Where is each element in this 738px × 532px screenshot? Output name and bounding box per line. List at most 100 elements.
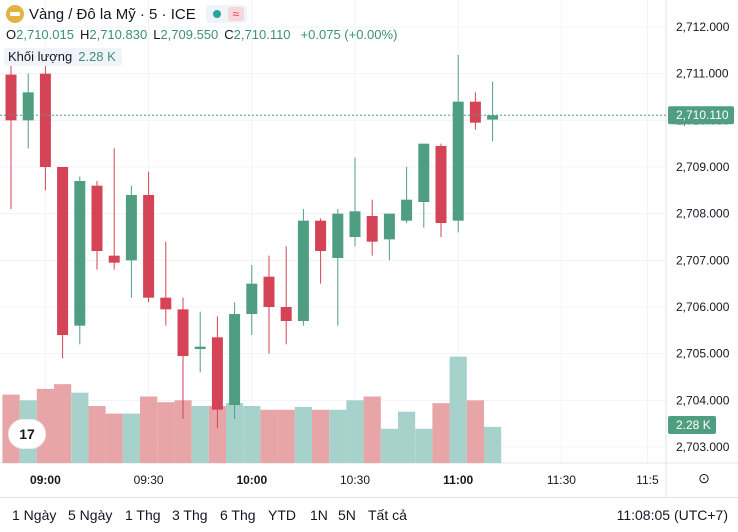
candle-body — [194, 346, 206, 349]
candle — [74, 176, 86, 345]
candle-body — [332, 213, 344, 258]
price-tick-label: 2,709.000 — [676, 160, 730, 174]
clock-readout[interactable]: 11:08:05 (UTC+7) — [616, 507, 728, 523]
candle-body — [435, 146, 447, 223]
volume-bar — [260, 409, 278, 463]
candle — [5, 59, 17, 209]
volume-bar — [277, 409, 295, 463]
candle — [125, 185, 137, 298]
status-indicators[interactable]: ≈ — [205, 5, 247, 23]
candle — [263, 255, 275, 354]
volume-bar — [466, 400, 484, 463]
candle — [57, 167, 69, 359]
volume-bar — [415, 428, 433, 463]
candle-body — [57, 167, 69, 335]
market-open-dot-icon — [212, 10, 221, 18]
volume-bar — [398, 411, 416, 463]
volume-bar — [346, 400, 364, 463]
candle — [366, 199, 378, 256]
candle-body — [297, 220, 309, 321]
last-price-badge — [668, 106, 734, 125]
volume-bar — [71, 392, 89, 463]
range-1y-button[interactable]: 1N — [310, 507, 328, 523]
range-1d-button[interactable]: 1 Ngày — [12, 507, 57, 523]
tradingview-logo-icon[interactable]: 17 — [9, 420, 45, 448]
open-label: O — [6, 27, 17, 42]
symbol-title[interactable]: Vàng / Đô la Mỹ · 5 · ICE — [29, 5, 196, 23]
candle — [401, 167, 413, 223]
range-1m-button[interactable]: 1 Thg — [125, 507, 161, 523]
range-5y-button[interactable]: 5N — [338, 507, 356, 523]
candle — [418, 143, 430, 228]
time-tick-label: 09:00 — [30, 473, 61, 487]
open-value: 2,710.015 — [16, 27, 74, 42]
price-tick-label: 2,704.000 — [676, 393, 730, 407]
time-axis-settings-icon[interactable]: ⊙ — [698, 470, 710, 486]
candle — [487, 81, 499, 142]
candle — [160, 241, 172, 326]
volume-bar — [449, 356, 467, 463]
volume-bar — [54, 384, 72, 463]
candle-body — [487, 115, 499, 120]
time-tick-label: 11:5 — [636, 473, 659, 487]
volume-bar — [140, 396, 158, 463]
range-6m-button[interactable]: 6 Thg — [220, 507, 256, 523]
volume-bar — [122, 413, 140, 463]
candle — [177, 297, 189, 419]
high-value: 2,710.830 — [89, 27, 148, 42]
volume-bar — [243, 406, 261, 463]
volume-bar — [294, 406, 312, 463]
candle-body — [211, 337, 223, 410]
candlesticks — [5, 50, 499, 429]
candle-body — [177, 309, 189, 356]
price-axis[interactable]: 2,712.0002,711.0002,710.0002,709.0002,70… — [676, 20, 730, 454]
candle-body — [91, 185, 103, 251]
candle — [452, 55, 464, 233]
price-tick-label: 2,712.000 — [676, 20, 730, 34]
range-ytd-button[interactable]: YTD — [268, 507, 296, 523]
price-tick-label: 2,711.000 — [676, 67, 729, 81]
volume-bars — [2, 356, 502, 463]
range-3m-button[interactable]: 3 Thg — [172, 507, 208, 523]
change-value: +0.075 (+0.00%) — [300, 27, 398, 42]
volume-bar — [484, 426, 502, 463]
candle — [108, 148, 120, 270]
volume-legend[interactable]: Khối lượng 2.28 K — [4, 48, 122, 66]
candle — [143, 171, 155, 303]
symbol-legend[interactable]: Vàng / Đô la Mỹ · 5 · ICE ≈ — [6, 5, 247, 23]
volume-bar — [226, 403, 244, 463]
volume-bar — [329, 409, 347, 463]
high-label: H — [79, 27, 90, 42]
candle-body — [263, 276, 275, 307]
candle — [469, 92, 481, 130]
candle-body — [125, 195, 137, 261]
candle-body — [143, 195, 155, 298]
candle-body — [246, 283, 258, 314]
volume-bar — [191, 406, 209, 463]
price-tick-label: 2,703.000 — [676, 440, 730, 454]
candle-body — [401, 199, 413, 221]
low-label: L — [153, 27, 161, 42]
time-tick-label: 10:30 — [340, 473, 370, 487]
candle-body — [349, 211, 361, 237]
price-chart[interactable]: 2,712.0002,711.0002,710.0002,709.0002,70… — [0, 0, 738, 497]
last-price-badge-text: 2,710.110 — [676, 108, 729, 122]
volume-badge-text: 2.28 K — [676, 418, 711, 432]
candle-body — [315, 220, 327, 251]
candle-body — [418, 143, 430, 202]
candle — [435, 143, 447, 237]
candle-body — [469, 101, 481, 123]
volume-bar — [432, 403, 450, 463]
candle-body — [280, 307, 292, 321]
candle — [194, 311, 206, 373]
candle — [349, 157, 361, 247]
price-tick-label: 2,705.000 — [676, 347, 730, 361]
candle — [22, 73, 34, 149]
volume-bar — [312, 409, 330, 463]
range-all-button[interactable]: Tất cả — [368, 507, 407, 523]
volume-bar — [174, 400, 192, 463]
candle — [246, 265, 258, 335]
range-5d-button[interactable]: 5 Ngày — [68, 507, 113, 523]
gold-bar-icon — [6, 5, 24, 23]
time-axis[interactable]: 09:00 09:30 10:00 10:30 11:00 11:30 11:5 — [30, 473, 659, 487]
